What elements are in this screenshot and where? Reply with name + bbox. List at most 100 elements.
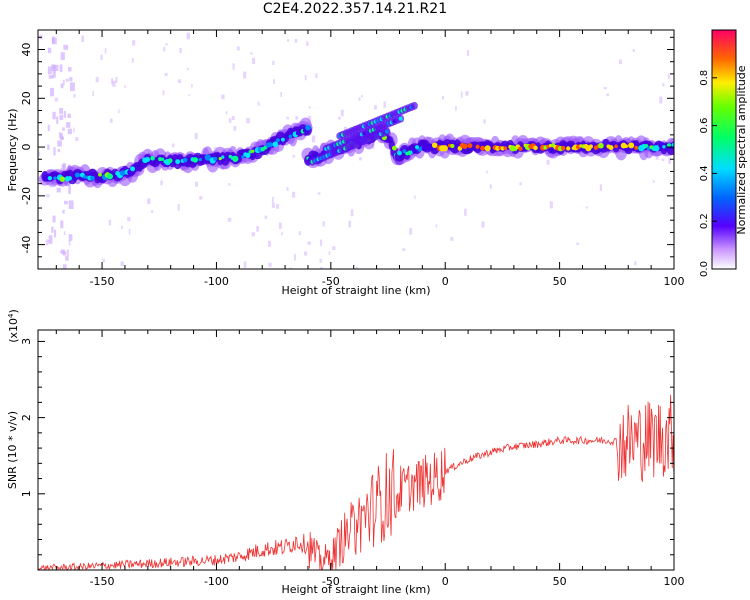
x-tick-label: -100 xyxy=(204,575,229,588)
ridge-peak xyxy=(241,155,245,159)
ridge-peak xyxy=(145,156,151,163)
x-tick-label: -100 xyxy=(204,275,229,288)
noise-speck xyxy=(293,253,296,261)
noise-speck xyxy=(162,90,165,96)
ridge-peak xyxy=(662,145,666,149)
noise-speck xyxy=(667,73,670,80)
noise-speck xyxy=(320,239,323,247)
noise-speck xyxy=(59,114,64,120)
noise-speck xyxy=(483,119,486,124)
ridge-peak xyxy=(198,157,202,162)
noise-speck xyxy=(361,95,363,98)
ridge-peak xyxy=(305,124,311,131)
ridge-peak xyxy=(634,145,639,150)
noise-speck xyxy=(54,64,59,72)
noise-speck xyxy=(121,225,123,230)
noise-speck xyxy=(48,235,53,244)
ridge-peak xyxy=(518,146,523,151)
ridge-peak xyxy=(218,156,222,161)
noise-speck xyxy=(306,41,309,47)
noise-speck xyxy=(243,71,247,79)
noise-speck xyxy=(172,143,175,148)
noise-speck xyxy=(632,48,635,52)
noise-speck xyxy=(56,187,61,193)
noise-speck xyxy=(286,187,289,191)
ridge-peak xyxy=(450,143,455,149)
y-tick-label: -20 xyxy=(20,187,33,205)
noise-speck xyxy=(350,209,354,217)
noise-speck xyxy=(48,75,54,79)
noise-speck xyxy=(252,57,255,65)
noise-speck xyxy=(109,118,113,123)
noise-speck xyxy=(62,209,65,214)
noise-speck xyxy=(160,180,163,186)
noise-speck xyxy=(659,96,663,104)
noise-speck xyxy=(51,226,54,233)
snr-multiplier: (x104) xyxy=(7,309,20,343)
ridge-peak xyxy=(397,150,402,156)
noise-speck xyxy=(292,191,296,198)
noise-speck xyxy=(292,154,295,158)
ridge-peak xyxy=(167,158,173,164)
ridge-peak xyxy=(666,143,672,148)
ridge-peak xyxy=(251,149,255,153)
noise-speck xyxy=(179,47,182,54)
noise-speck xyxy=(128,228,131,235)
noise-speck xyxy=(619,59,622,65)
snr-panel: -150 -100 -50 0 50 100 1 2 3 Height of straight … xyxy=(6,309,685,596)
colorbar-label: Normalized spectral amplitude xyxy=(735,65,748,234)
noise-speck xyxy=(52,215,56,223)
noise-speck xyxy=(68,185,71,194)
noise-speck xyxy=(343,126,347,131)
ridge-peak xyxy=(467,143,473,149)
noise-speck xyxy=(358,97,361,101)
noise-speck xyxy=(132,40,136,46)
noise-speck xyxy=(47,144,50,150)
noise-speck xyxy=(280,92,283,98)
ridge-peak xyxy=(402,149,407,154)
ridge-peak xyxy=(608,145,614,151)
ridge-peak xyxy=(130,166,136,172)
x-tick-label: -150 xyxy=(90,275,115,288)
noise-speck xyxy=(57,140,62,147)
noise-speck xyxy=(272,196,274,203)
ridge-peak xyxy=(204,154,211,161)
noise-speck xyxy=(62,251,67,256)
noise-speck xyxy=(38,151,41,157)
noise-speck xyxy=(287,39,290,42)
noise-speck xyxy=(464,208,467,216)
noise-speck xyxy=(115,76,118,84)
noise-speck xyxy=(307,115,312,122)
snr-series-line xyxy=(38,394,674,570)
y-tick-label: -40 xyxy=(20,236,33,254)
noise-speck xyxy=(414,195,416,199)
noise-speck xyxy=(264,215,268,219)
noise-speck xyxy=(68,234,73,241)
ridge-peak xyxy=(98,172,102,177)
noise-speck xyxy=(338,116,341,120)
noise-speck xyxy=(108,219,112,226)
y-tick-label: 20 xyxy=(20,91,33,105)
noise-speck xyxy=(481,221,485,228)
noise-speck xyxy=(120,261,124,267)
noise-speck xyxy=(177,79,182,83)
noise-speck xyxy=(304,74,307,81)
noise-speck xyxy=(69,82,75,92)
spectrogram-x-label: Height of straight line (km) xyxy=(281,284,430,297)
noise-speck xyxy=(295,116,299,120)
noise-speck xyxy=(606,93,609,97)
ridge-peak xyxy=(275,138,280,143)
x-tick-label: -150 xyxy=(90,575,115,588)
ridge-peak xyxy=(175,159,181,165)
ridge-peak xyxy=(588,144,593,149)
noise-speck xyxy=(81,35,85,43)
noise-speck xyxy=(66,122,71,128)
noise-speck xyxy=(59,107,64,114)
x-tick-label: -50 xyxy=(322,275,340,288)
x-tick-label: 100 xyxy=(664,275,685,288)
ridge-peak xyxy=(412,148,418,154)
noise-speck xyxy=(195,181,198,187)
noise-speck xyxy=(467,49,470,56)
noise-speck xyxy=(652,180,655,183)
noise-speck xyxy=(585,206,588,209)
